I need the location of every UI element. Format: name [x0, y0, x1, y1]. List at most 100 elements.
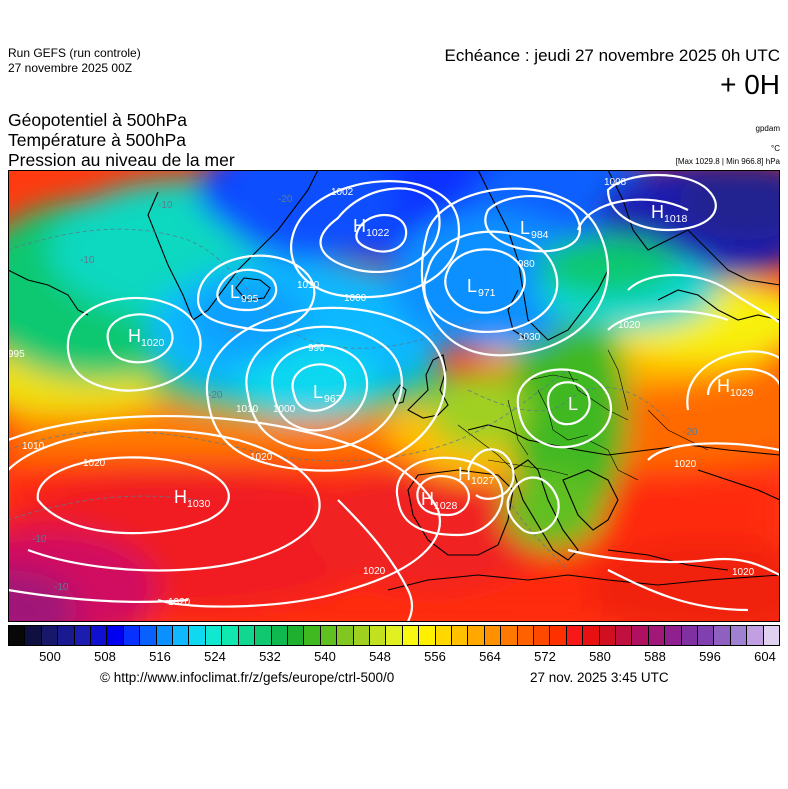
- colorbar-swatch: [763, 626, 780, 645]
- colorbar-swatch: [123, 626, 141, 645]
- svg-text:967: 967: [324, 393, 342, 405]
- colorbar-swatch: [255, 626, 272, 645]
- colorbar-swatch: [517, 626, 534, 645]
- colorbar-swatch: [451, 626, 469, 645]
- colorbar: [8, 625, 780, 646]
- colorbar-tick-label: 508: [94, 649, 116, 664]
- colorbar-swatch: [369, 626, 387, 645]
- pressure-center-low: L: [568, 394, 578, 414]
- colorbar-tick-label: 532: [259, 649, 281, 664]
- temperature-label: -20: [683, 427, 698, 438]
- colorbar-swatch: [386, 626, 403, 645]
- svg-text:L: L: [313, 382, 323, 402]
- colorbar-swatch: [435, 626, 452, 645]
- svg-text:H: H: [421, 489, 434, 509]
- pressure-center-high: H 1030: [174, 487, 211, 510]
- isobar-label: 980: [518, 259, 535, 270]
- colorbar-swatch: [25, 626, 42, 645]
- svg-text:1022: 1022: [366, 227, 390, 239]
- isobar-labels: 1002 1008 1010 1000 990 980 1010 1000 10…: [8, 177, 755, 608]
- colorbar-tick-label: 580: [589, 649, 611, 664]
- colorbar-swatch: [287, 626, 305, 645]
- colorbar-swatch: [747, 626, 764, 645]
- weather-map: -10 -10 -20 -30 -20 -20 -10 -10: [8, 170, 780, 622]
- svg-text:1027: 1027: [471, 475, 495, 487]
- forecast-valid-time: Echéance : jeudi 27 novembre 2025 0h UTC: [444, 46, 780, 65]
- colorbar-swatch: [41, 626, 59, 645]
- unit-pressure-range: [Max 1029.8 | Min 966.8] hPa: [675, 157, 780, 166]
- colorbar-swatch: [189, 626, 206, 645]
- colorbar-swatch: [632, 626, 649, 645]
- colorbar-swatch: [140, 626, 157, 645]
- svg-text:1029: 1029: [730, 387, 754, 399]
- colorbar-swatch: [583, 626, 600, 645]
- temperature-label: -10: [32, 534, 47, 545]
- colorbar-swatch: [271, 626, 288, 645]
- pressure-center-low: L 995: [230, 282, 259, 305]
- temperature-label: -10: [158, 200, 173, 211]
- isobar-label: 1008: [604, 177, 627, 188]
- isobar-label: 1020: [168, 597, 191, 608]
- colorbar-swatch: [616, 626, 633, 645]
- isobar-label: 1002: [331, 187, 354, 198]
- colorbar-swatch: [599, 626, 617, 645]
- isobar-label: 1030: [518, 332, 541, 343]
- isobar-label: 1020: [674, 459, 697, 470]
- colorbar-swatch: [205, 626, 223, 645]
- run-title: Run GEFS (run controle): [8, 46, 141, 60]
- svg-text:L: L: [568, 394, 578, 414]
- svg-text:H: H: [353, 216, 366, 236]
- temperature-label: -20: [278, 194, 293, 205]
- colorbar-tick-label: 596: [699, 649, 721, 664]
- pressure-center-high: H 1029: [717, 376, 754, 399]
- svg-text:971: 971: [478, 287, 496, 299]
- colorbar-tick-label: 548: [369, 649, 391, 664]
- pressure-center-low: L 971: [467, 276, 496, 299]
- colorbar-swatch: [484, 626, 502, 645]
- svg-text:984: 984: [531, 229, 549, 241]
- colorbar-swatch: [698, 626, 715, 645]
- lead-time: + 0H: [720, 69, 780, 100]
- colorbar-swatch: [665, 626, 682, 645]
- isobar-label: 995: [8, 349, 25, 360]
- parameter-geopotential: Géopotentiel à 500hPa: [8, 110, 188, 130]
- colorbar-swatch: [156, 626, 174, 645]
- svg-text:H: H: [458, 464, 471, 484]
- colorbar-swatch: [173, 626, 190, 645]
- isobar-label: 1000: [273, 404, 296, 415]
- svg-text:1030: 1030: [187, 498, 211, 510]
- colorbar-swatch: [402, 626, 420, 645]
- unit-geopotential: gpdam: [755, 124, 780, 133]
- temperature-label: -30: [226, 324, 241, 335]
- pressure-center-high: H 1027: [458, 464, 495, 487]
- isobar-label: 1020: [732, 567, 755, 578]
- colorbar-swatch: [468, 626, 485, 645]
- temperature-label: -10: [80, 255, 95, 266]
- isobar-label: 1000: [344, 293, 367, 304]
- pressure-center-low: L 967: [313, 382, 342, 405]
- svg-text:1018: 1018: [664, 213, 688, 225]
- isobar-label: 1010: [297, 280, 320, 291]
- isobar-label: 1010: [22, 441, 45, 452]
- svg-text:H: H: [717, 376, 730, 396]
- pressure-center-high: H 1020: [128, 326, 165, 349]
- generated-date: 27 nov. 2025 3:45 UTC: [530, 670, 669, 685]
- coastlines: [8, 170, 780, 591]
- svg-text:L: L: [520, 218, 530, 238]
- run-date: 27 novembre 2025 00Z: [8, 61, 133, 75]
- colorbar-swatch: [501, 626, 518, 645]
- temperature-label: -20: [208, 390, 223, 401]
- colorbar-tick-label: 540: [314, 649, 336, 664]
- pressure-center-low: L 984: [520, 218, 549, 241]
- parameter-temperature: Température à 500hPa: [8, 130, 187, 150]
- isobar-label: 1010: [236, 404, 259, 415]
- colorbar-swatch: [107, 626, 124, 645]
- colorbar-swatch: [337, 626, 354, 645]
- svg-text:1028: 1028: [434, 500, 458, 512]
- colorbar-swatch: [648, 626, 666, 645]
- colorbar-swatch: [91, 626, 108, 645]
- isobar-label: 1020: [83, 458, 106, 469]
- pressure-center-high: H 1018: [651, 202, 688, 225]
- unit-temperature: °C: [771, 144, 780, 153]
